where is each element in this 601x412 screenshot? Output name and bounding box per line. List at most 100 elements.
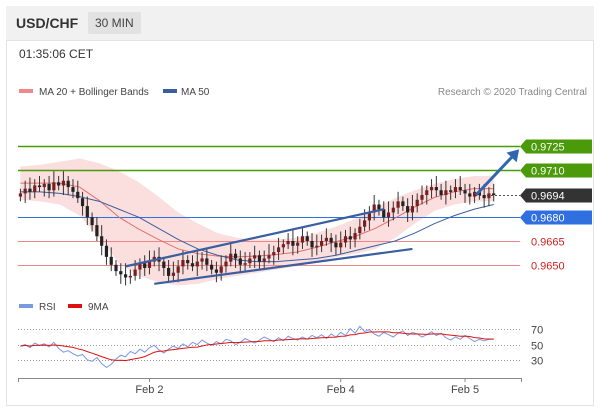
candle-body — [18, 193, 22, 197]
candles — [18, 171, 496, 286]
bollinger-fill — [20, 158, 494, 286]
candle-body — [23, 188, 27, 194]
legend-rsi-swatch — [19, 304, 33, 308]
ma20-line — [20, 182, 494, 258]
candle-body — [472, 191, 477, 197]
candle-body — [449, 190, 453, 192]
candle-body — [248, 258, 252, 264]
candle-body — [463, 190, 467, 194]
moving-averages — [20, 182, 494, 263]
candle-body — [138, 263, 142, 270]
candle-body — [305, 236, 309, 241]
candle-body — [415, 199, 419, 207]
candle-body — [186, 260, 190, 264]
candle-body — [195, 261, 199, 267]
level-tag-0 — [520, 139, 592, 154]
legend-ma50-swatch — [163, 89, 177, 93]
candle-body — [439, 190, 443, 195]
candle-body — [28, 188, 32, 192]
candle-body — [104, 245, 109, 257]
timeframe-button[interactable]: 30 MIN — [88, 12, 141, 34]
candle-body — [76, 191, 80, 199]
candle-body — [487, 193, 491, 199]
candle-body — [343, 236, 348, 243]
candle-body — [406, 206, 410, 213]
candle-body — [100, 236, 104, 246]
candle-body — [123, 274, 128, 278]
candle-body — [167, 267, 171, 276]
candle-body — [363, 220, 367, 227]
candle-body — [353, 233, 357, 240]
candle-body — [339, 242, 343, 248]
trend-channel — [125, 208, 413, 285]
candle-body — [324, 237, 328, 241]
candle-body — [114, 264, 118, 272]
candle-body — [128, 275, 132, 278]
candle-body — [162, 261, 166, 268]
channel-line-0 — [125, 208, 384, 268]
candle-body — [286, 241, 290, 245]
candle-body — [329, 237, 333, 243]
candle-body — [219, 266, 223, 273]
candle-body — [262, 258, 266, 262]
candle-body — [80, 198, 85, 207]
candle-body — [315, 245, 319, 248]
candle-body — [372, 204, 376, 213]
candle-body — [66, 180, 70, 188]
candle-body — [42, 183, 46, 188]
legend-9ma-label: 9MA — [88, 302, 109, 313]
candle-body — [429, 187, 434, 191]
candle-body — [367, 212, 371, 221]
rsi-tick-label-1: 50 — [531, 341, 543, 353]
rsi-panel: 70 50 30 — [18, 325, 543, 369]
candle-body — [410, 206, 415, 213]
x-tick-label-1: Feb 4 — [327, 384, 355, 396]
candle-body — [401, 201, 405, 207]
candle-body — [276, 247, 281, 253]
candle-body — [310, 241, 314, 248]
candle-body — [171, 272, 175, 276]
candle-body — [420, 195, 424, 200]
candle-body — [396, 201, 400, 208]
candle-body — [348, 236, 352, 240]
candle-body — [386, 212, 391, 218]
candle-body — [453, 187, 458, 192]
level-label-2: 0.9694 — [531, 191, 565, 203]
projection-arrow-head — [506, 149, 520, 163]
legend-bollinger-label: MA 20 + Bollinger Bands — [39, 87, 149, 98]
candle-body — [444, 190, 448, 195]
candle-body — [52, 182, 56, 191]
candle-body — [300, 236, 305, 243]
bollinger-band — [20, 158, 494, 286]
candle-body — [47, 183, 51, 191]
candle-body — [85, 206, 89, 218]
candle-body — [296, 242, 300, 246]
candle-body — [33, 185, 37, 192]
candle-body — [468, 193, 472, 197]
candle-body — [147, 261, 152, 268]
candle-body — [133, 269, 137, 276]
candle-body — [257, 255, 262, 262]
candle-body — [291, 241, 295, 246]
candle-body — [190, 263, 195, 267]
x-axis: Feb 2 Feb 4 Feb 5 — [18, 378, 522, 396]
candle-body — [57, 182, 61, 186]
candle-body — [119, 271, 123, 275]
legend-bollinger-swatch — [19, 89, 33, 93]
projection-arrow-line — [474, 152, 517, 197]
candle-body — [267, 255, 271, 259]
candle-body — [434, 187, 438, 191]
legend-ma50-label: MA 50 — [181, 87, 210, 98]
legend-9ma-swatch — [68, 304, 82, 308]
candle-body — [210, 264, 214, 270]
candle-body — [482, 195, 486, 199]
candle-body — [358, 226, 362, 234]
candle-body — [143, 263, 147, 268]
candle-body — [71, 187, 75, 192]
candle-body — [253, 255, 257, 259]
candle-body — [334, 242, 338, 248]
x-tick-label-0: Feb 2 — [135, 384, 163, 396]
level-label-5: 0.9650 — [531, 261, 565, 273]
level-tag-2 — [520, 188, 592, 203]
